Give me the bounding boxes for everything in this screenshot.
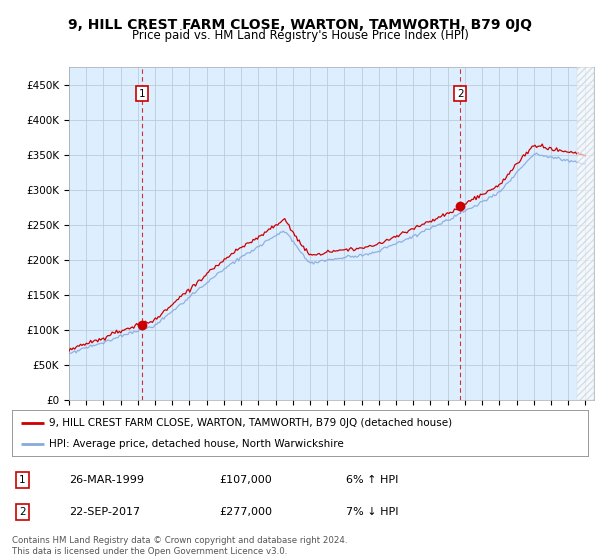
- Text: 1: 1: [139, 89, 145, 99]
- Text: Contains HM Land Registry data © Crown copyright and database right 2024.
This d: Contains HM Land Registry data © Crown c…: [12, 536, 347, 556]
- Text: 26-MAR-1999: 26-MAR-1999: [70, 475, 145, 485]
- Text: 22-SEP-2017: 22-SEP-2017: [70, 507, 141, 517]
- Text: £277,000: £277,000: [220, 507, 272, 517]
- Text: 1: 1: [19, 475, 26, 485]
- Text: Price paid vs. HM Land Registry's House Price Index (HPI): Price paid vs. HM Land Registry's House …: [131, 29, 469, 42]
- Text: HPI: Average price, detached house, North Warwickshire: HPI: Average price, detached house, Nort…: [49, 439, 344, 449]
- Text: 7% ↓ HPI: 7% ↓ HPI: [346, 507, 398, 517]
- Text: 9, HILL CREST FARM CLOSE, WARTON, TAMWORTH, B79 0JQ (detached house): 9, HILL CREST FARM CLOSE, WARTON, TAMWOR…: [49, 418, 452, 428]
- Text: 6% ↑ HPI: 6% ↑ HPI: [346, 475, 398, 485]
- Text: 2: 2: [19, 507, 26, 517]
- Text: 9, HILL CREST FARM CLOSE, WARTON, TAMWORTH, B79 0JQ: 9, HILL CREST FARM CLOSE, WARTON, TAMWOR…: [68, 18, 532, 32]
- Text: £107,000: £107,000: [220, 475, 272, 485]
- Text: 2: 2: [457, 89, 463, 99]
